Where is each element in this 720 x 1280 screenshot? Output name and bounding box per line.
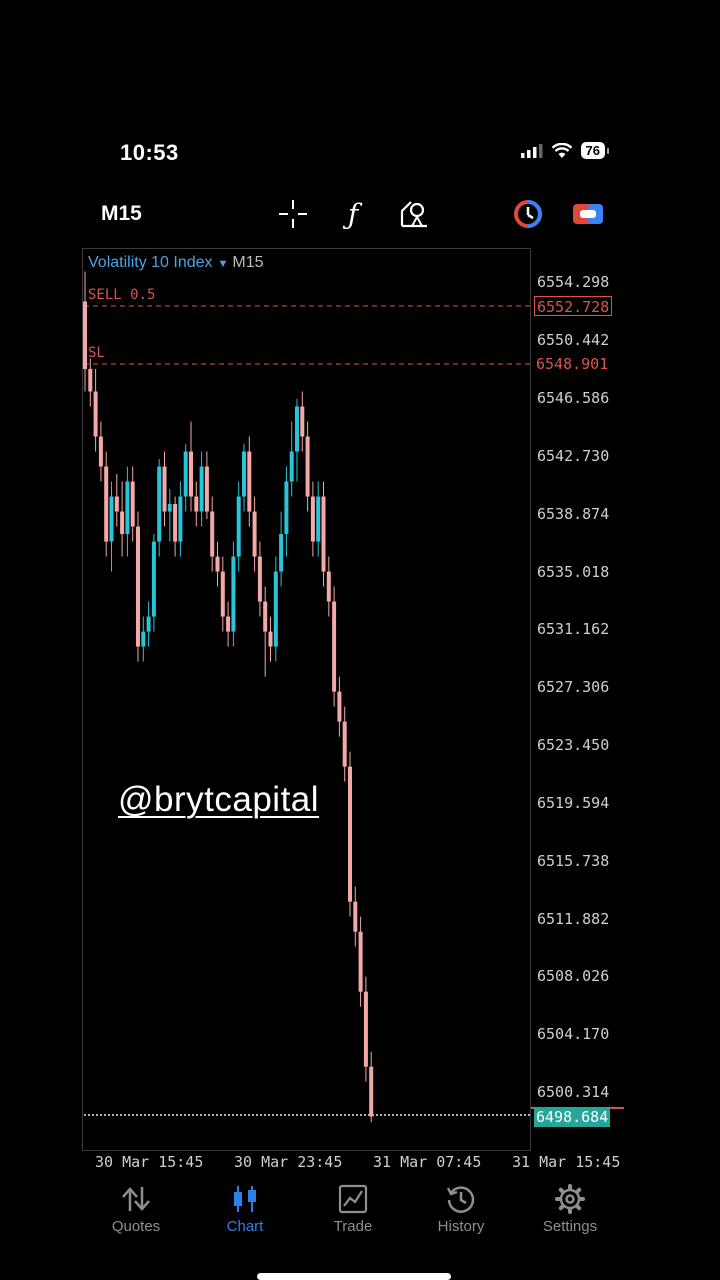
candle-body [205,467,209,512]
candle-body [242,452,246,497]
price-tick: 6554.298 [537,273,609,291]
price-tick: 6538.874 [537,505,609,523]
candle-body [306,437,310,497]
candle-body [279,534,283,572]
price-tick: 6508.026 [537,967,609,985]
price-tick: 6519.594 [537,794,609,812]
settings-icon [520,1180,620,1218]
candle-body [237,497,241,557]
candle-body [332,602,336,692]
time-tick: 31 Mar 07:45 [373,1153,481,1171]
candle-body [152,542,156,617]
candle-body [83,301,87,369]
candle-body [184,452,188,497]
price-tick: 6535.018 [537,563,609,581]
price-tick: 6523.450 [537,736,609,754]
sell-price-box: 6552.728 [534,296,612,316]
candle-body [200,467,204,512]
candle-body [210,512,214,557]
price-tick: 6515.738 [537,852,609,870]
candle-body [348,767,352,902]
candle-body [216,557,220,572]
tab-quotes[interactable]: Quotes [86,1180,186,1235]
time-tick: 30 Mar 15:45 [95,1153,203,1171]
candle-body [94,392,98,437]
candle-body [322,497,326,572]
candle-body [178,497,182,542]
candle-body [88,369,92,392]
candle-body [263,602,267,632]
candle-body [104,467,108,542]
candle-body [290,452,294,482]
stop-loss-label[interactable]: SL [88,345,105,361]
candle-body [327,572,331,602]
candle-body [253,512,257,557]
price-tick: 6504.170 [537,1025,609,1043]
tab-trade[interactable]: Trade [303,1180,403,1235]
quotes-icon [86,1180,186,1218]
candle-body [295,407,299,452]
candle-body [99,437,103,467]
tab-label: Settings [520,1218,620,1235]
candle-body [226,617,230,632]
sell-order-label[interactable]: SELL 0.5 [88,287,155,303]
candle-body [258,557,262,602]
time-tick: 30 Mar 23:45 [234,1153,342,1171]
candle-body [189,452,193,497]
candle-body [120,512,124,535]
candle-body [311,497,315,542]
watermark-text: @brytcapital [118,780,319,820]
candle-body [364,992,368,1067]
candle-body [343,722,347,767]
tab-label: Trade [303,1218,403,1235]
candle-body [247,452,251,512]
price-tick: 6546.586 [537,389,609,407]
candle-body [157,467,161,542]
candle-body [141,632,145,647]
bottom-tab-bar: Quotes Chart Trade History Settings [0,1180,720,1250]
price-tick: 6527.306 [537,678,609,696]
candle-body [231,557,235,632]
tab-history[interactable]: History [411,1180,511,1235]
tab-label: Quotes [86,1218,186,1235]
candle-body [353,902,357,932]
history-icon [411,1180,511,1218]
trade-icon [303,1180,403,1218]
current-price-box: 6498.684 [534,1107,610,1127]
home-indicator [257,1273,451,1280]
candle-body [269,632,273,647]
candle-body [359,932,363,992]
candle-body [163,467,167,512]
candle-body [194,497,198,512]
tab-label: Chart [195,1218,295,1235]
chart-icon [195,1180,295,1218]
candle-body [274,572,278,647]
candle-body [147,617,151,632]
candle-body [115,497,119,512]
price-tick: 6531.162 [537,620,609,638]
price-tick: 6511.882 [537,910,609,928]
candle-body [168,504,172,512]
price-tick: 6500.314 [537,1083,609,1101]
candle-body [125,482,129,535]
candle-body [136,527,140,647]
price-tick: 6550.442 [537,331,609,349]
tab-settings[interactable]: Settings [520,1180,620,1235]
candle-body [284,482,288,535]
time-tick: 31 Mar 15:45 [512,1153,620,1171]
tab-chart[interactable]: Chart [195,1180,295,1235]
candle-body [173,504,177,542]
stop-loss-price-box: 6548.901 [534,354,610,374]
candle-body [369,1067,373,1117]
price-tick: 6542.730 [537,447,609,465]
candle-body [110,497,114,542]
candle-body [221,572,225,617]
candle-body [300,407,304,437]
tab-label: History [411,1218,511,1235]
candle-body [337,692,341,722]
candle-body [316,497,320,542]
candle-body [131,482,135,527]
